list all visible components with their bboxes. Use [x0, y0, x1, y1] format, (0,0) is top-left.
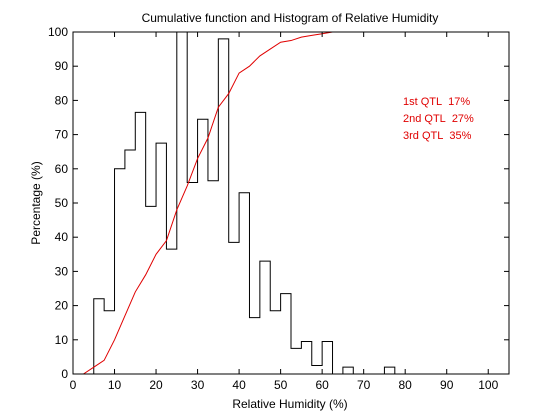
quartile-annotation: 2nd QTL 27%: [403, 113, 474, 125]
y-tick-label: 50: [55, 196, 69, 210]
x-axis: 0 10 20 30 40 50 60 70 80 90 100: [70, 32, 499, 392]
y-tick-label: 70: [55, 128, 69, 142]
x-tick-label: 90: [440, 378, 454, 392]
y-tick-label: 40: [55, 230, 69, 244]
y-tick-label: 60: [55, 162, 69, 176]
chart-title: Cumulative function and Histogram of Rel…: [142, 11, 439, 25]
quartile-value: 35%: [449, 130, 471, 142]
quartile-annotations: 1st QTL 17%2nd QTL 27% 3rd QTL 35%: [403, 96, 474, 142]
y-tick-label: 30: [55, 264, 69, 278]
x-tick-label: 60: [315, 378, 329, 392]
quartile-label: 2nd QTL: [403, 113, 446, 125]
y-tick-label: 90: [55, 59, 69, 73]
histogram: [93, 31, 406, 375]
quartile-value: 27%: [452, 113, 474, 125]
y-tick-label: 10: [55, 333, 69, 347]
y-axis: 0 10 20 30 40 50 60 70 80 90 100: [48, 25, 509, 381]
x-tick-label: 0: [70, 378, 77, 392]
y-tick-label: 0: [61, 367, 68, 381]
histogram-outline: [93, 31, 406, 375]
x-tick-label: 50: [274, 378, 288, 392]
y-tick-label: 80: [55, 93, 69, 107]
y-tick-label: 100: [48, 25, 68, 39]
x-tick-label: 30: [191, 378, 205, 392]
x-tick-label: 100: [478, 378, 498, 392]
x-tick-label: 40: [232, 378, 246, 392]
x-tick-label: 80: [399, 378, 413, 392]
quartile-value: 17%: [448, 96, 470, 108]
y-axis-label: Percentage (%): [29, 161, 43, 244]
x-tick-label: 70: [357, 378, 371, 392]
x-tick-label: 20: [149, 378, 163, 392]
quartile-annotation: 3rd QTL 35%: [403, 130, 472, 142]
x-tick-label: 10: [108, 378, 122, 392]
y-tick-label: 20: [55, 299, 69, 313]
quartile-label: 1st QTL: [403, 96, 442, 108]
quartile-label: 3rd QTL: [403, 130, 443, 142]
quartile-annotation: 1st QTL 17%: [403, 96, 470, 108]
x-axis-label: Relative Humidity (%): [232, 397, 347, 411]
